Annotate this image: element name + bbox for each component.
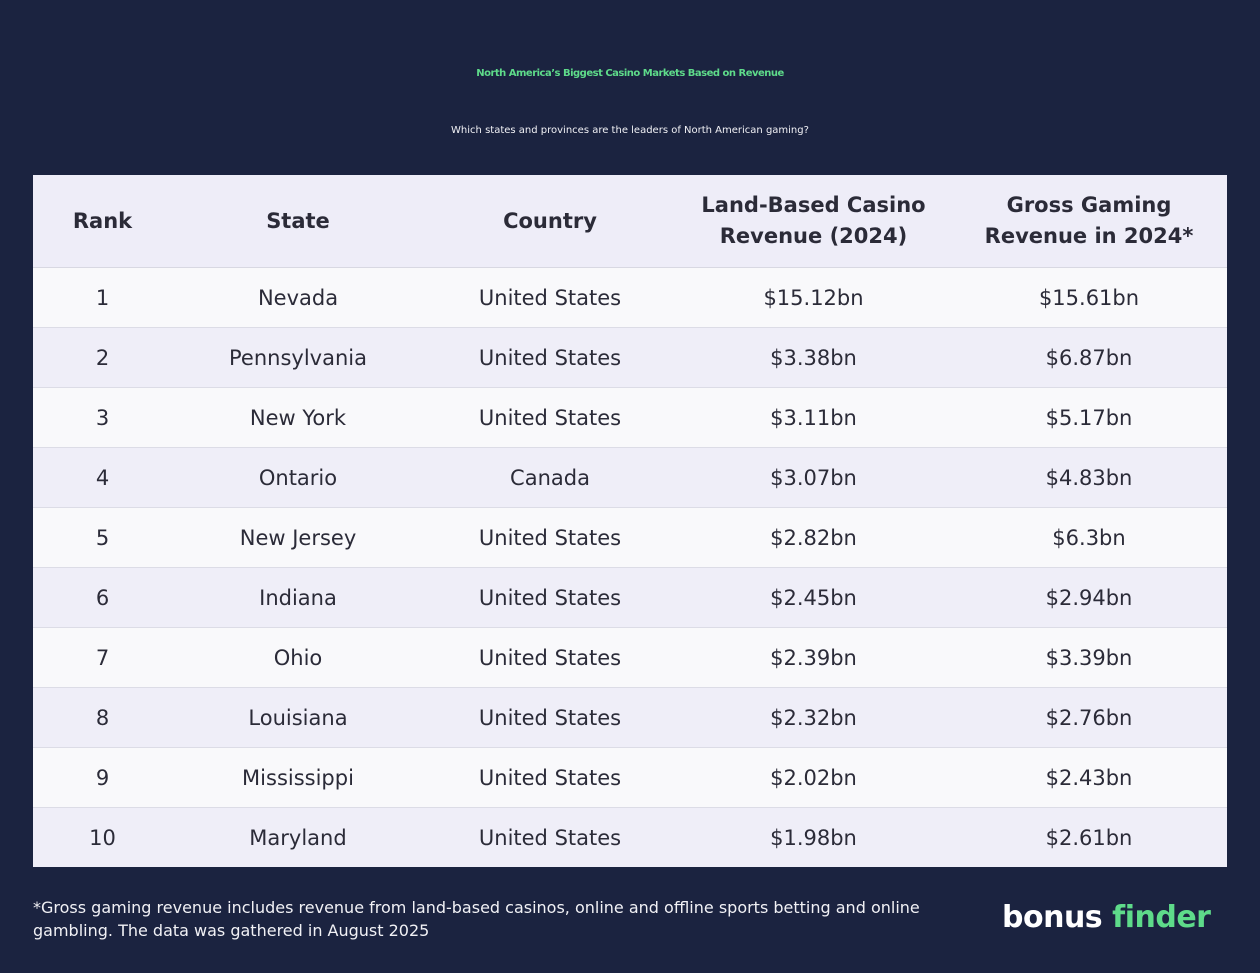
cell-state: Ontario xyxy=(172,447,424,508)
cell-state: New Jersey xyxy=(172,507,424,568)
cell-land-based-revenue: $2.45bn xyxy=(676,567,951,628)
page-title: North America’s Biggest Casino Markets B… xyxy=(476,68,784,79)
cell-land-based-revenue: $2.02bn xyxy=(676,747,951,808)
column-header-land-based-revenue: Land-Based Casino Revenue (2024) xyxy=(676,175,951,268)
cell-rank: 10 xyxy=(33,807,172,867)
page-subtitle: Which states and provinces are the leade… xyxy=(451,125,809,136)
column-header-state-line: State xyxy=(266,208,330,233)
cell-rank: 3 xyxy=(33,387,172,448)
column-header-country-line: Country xyxy=(503,208,597,233)
column-header-rank: Rank xyxy=(33,175,172,268)
table-row: 2 Pennsylvania United States $3.38bn $6.87bn xyxy=(33,327,1227,388)
cell-land-based-revenue: $3.07bn xyxy=(676,447,951,508)
table-row: 10 Maryland United States $1.98bn $2.61bn xyxy=(33,807,1227,867)
table-row: 7 Ohio United States $2.39bn $3.39bn xyxy=(33,627,1227,688)
cell-land-based-revenue: $2.82bn xyxy=(676,507,951,568)
column-header-gross-gaming-revenue-line: Revenue in 2024* xyxy=(984,224,1194,248)
cell-country: United States xyxy=(424,807,676,867)
cell-state: Louisiana xyxy=(172,687,424,748)
table-header-row: Rank State Country Land-Based Casino Revenue… xyxy=(33,175,1227,268)
cell-country: United States xyxy=(424,507,676,568)
column-header-land-based-revenue-line: Revenue (2024) xyxy=(719,224,908,248)
cell-state: Indiana xyxy=(172,567,424,628)
column-header-country: Country xyxy=(424,175,676,268)
table-row: 8 Louisiana United States $2.32bn $2.76bn xyxy=(33,687,1227,748)
cell-rank: 4 xyxy=(33,447,172,508)
cell-country: United States xyxy=(424,387,676,448)
cell-gross-gaming-revenue: $2.43bn xyxy=(951,747,1227,808)
cell-land-based-revenue: $2.32bn xyxy=(676,687,951,748)
cell-gross-gaming-revenue: $2.61bn xyxy=(951,807,1227,867)
cell-country: United States xyxy=(424,267,676,328)
cell-rank: 7 xyxy=(33,627,172,688)
cell-state: Nevada xyxy=(172,267,424,328)
table-row: 3 New York United States $3.11bn $5.17bn xyxy=(33,387,1227,448)
cell-state: New York xyxy=(172,387,424,448)
bonus-finder-logo: bonus finder xyxy=(1002,895,1211,939)
table-row: 6 Indiana United States $2.45bn $2.94bn xyxy=(33,567,1227,628)
footnote-line-2: gambling. The data was gathered in Augus… xyxy=(33,921,430,940)
cell-gross-gaming-revenue: $6.3bn xyxy=(951,507,1227,568)
cell-state: Ohio xyxy=(172,627,424,688)
cell-rank: 8 xyxy=(33,687,172,748)
cell-rank: 6 xyxy=(33,567,172,628)
table-row: 1 Nevada United States $15.12bn $15.61bn xyxy=(33,267,1227,328)
cell-gross-gaming-revenue: $4.83bn xyxy=(951,447,1227,508)
cell-land-based-revenue: $3.11bn xyxy=(676,387,951,448)
cell-gross-gaming-revenue: $6.87bn xyxy=(951,327,1227,388)
cell-country: United States xyxy=(424,687,676,748)
cell-country: United States xyxy=(424,327,676,388)
table-row: 4 Ontario Canada $3.07bn $4.83bn xyxy=(33,447,1227,508)
cell-gross-gaming-revenue: $2.94bn xyxy=(951,567,1227,628)
column-header-gross-gaming-revenue-line: Gross Gaming xyxy=(1006,193,1172,217)
cell-gross-gaming-revenue: $15.61bn xyxy=(951,267,1227,328)
column-header-state: State xyxy=(172,175,424,268)
cell-state: Maryland xyxy=(172,807,424,867)
cell-country: United States xyxy=(424,567,676,628)
cell-country: United States xyxy=(424,627,676,688)
cell-rank: 9 xyxy=(33,747,172,808)
cell-land-based-revenue: $15.12bn xyxy=(676,267,951,328)
cell-land-based-revenue: $2.39bn xyxy=(676,627,951,688)
column-header-land-based-revenue-line: Land-Based Casino xyxy=(701,193,926,217)
cell-state: Pennsylvania xyxy=(172,327,424,388)
cell-gross-gaming-revenue: $3.39bn xyxy=(951,627,1227,688)
table-row: 5 New Jersey United States $2.82bn $6.3bn xyxy=(33,507,1227,568)
column-header-gross-gaming-revenue: Gross Gaming Revenue in 2024* xyxy=(951,175,1227,268)
revenue-table: Rank State Country Land-Based Casino Revenue… xyxy=(33,175,1227,867)
cell-country: Canada xyxy=(424,447,676,508)
cell-rank: 1 xyxy=(33,267,172,328)
column-header-rank-line: Rank xyxy=(72,208,133,233)
cell-state: Mississippi xyxy=(172,747,424,808)
cell-land-based-revenue: $1.98bn xyxy=(676,807,951,867)
cell-country: United States xyxy=(424,747,676,808)
footnote: *Gross gaming revenue includes revenue f… xyxy=(33,896,973,942)
table-body: 1 Nevada United States $15.12bn $15.61bn 2 Pen… xyxy=(33,267,1227,867)
cell-land-based-revenue: $3.38bn xyxy=(676,327,951,388)
revenue-table-container: Rank State Country Land-Based Casino Revenue… xyxy=(33,175,1227,867)
table-row: 9 Mississippi United States $2.02bn $2.43bn xyxy=(33,747,1227,808)
cell-rank: 2 xyxy=(33,327,172,388)
cell-rank: 5 xyxy=(33,507,172,568)
logo-text-finder: finder xyxy=(1112,899,1211,935)
table-header: Rank State Country Land-Based Casino Revenue… xyxy=(33,175,1227,268)
footnote-line-1: *Gross gaming revenue includes revenue f… xyxy=(33,898,920,917)
logo-text-bonus: bonus xyxy=(1002,899,1103,935)
cell-gross-gaming-revenue: $5.17bn xyxy=(951,387,1227,448)
cell-gross-gaming-revenue: $2.76bn xyxy=(951,687,1227,748)
